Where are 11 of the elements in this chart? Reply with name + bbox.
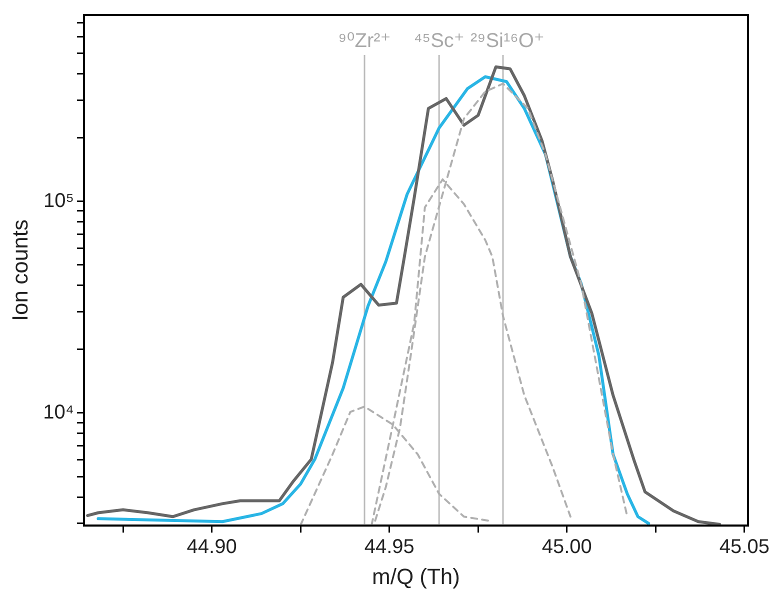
x-tick-label: 44.90 (186, 536, 237, 558)
ref-line-label: ⁹⁰Zr²⁺ (338, 30, 391, 52)
y-tick-label: 10⁴ (43, 401, 74, 424)
x-tick-label: 45.00 (542, 536, 592, 558)
y-axis-title: Ion counts (7, 220, 32, 322)
y-tick-label: 10⁵ (43, 190, 74, 212)
x-tick-label: 45.05 (719, 536, 770, 558)
ref-line-label: ⁴⁵Sc⁺ (414, 30, 464, 52)
x-axis-title: m/Q (Th) (372, 564, 460, 589)
x-tick-label: 44.95 (364, 536, 414, 558)
ref-line-label: ²⁹Si¹⁶O⁺ (470, 30, 544, 52)
